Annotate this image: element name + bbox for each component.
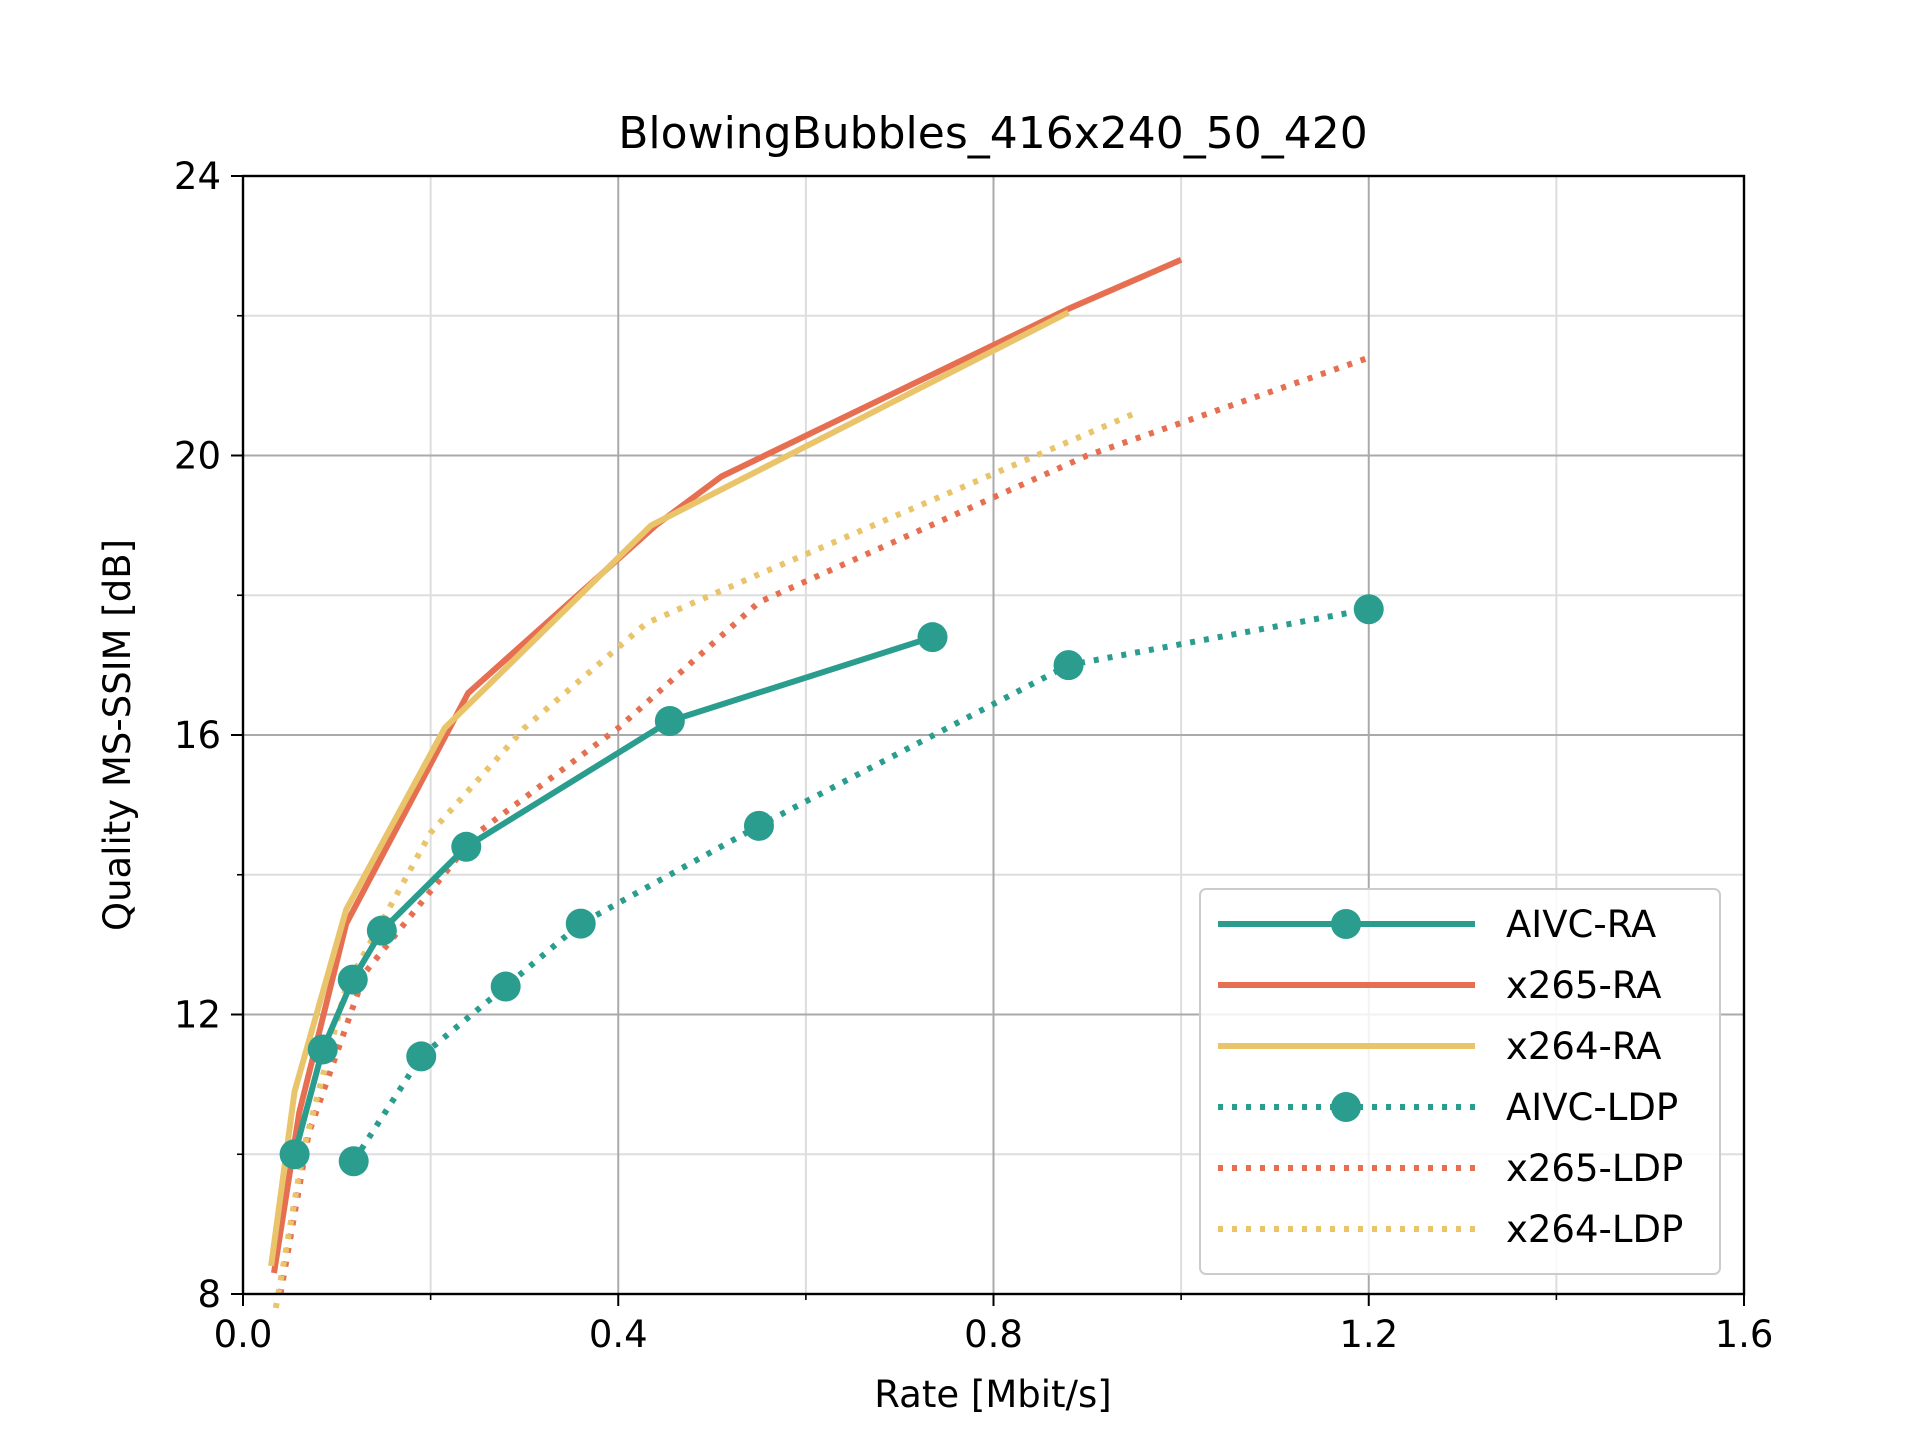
- legend-label-x265-ra: x265-RA: [1506, 964, 1661, 1007]
- data-point-aivc-ldp: [565, 908, 596, 939]
- legend-label-x264-ra: x264-RA: [1506, 1025, 1661, 1068]
- legend-label-x264-ldp: x264-LDP: [1506, 1208, 1683, 1251]
- y-tick-label: 24: [174, 155, 221, 198]
- data-point-aivc-ra: [451, 831, 482, 862]
- y-tick-label: 20: [174, 435, 221, 478]
- data-point-aivc-ldp: [1353, 594, 1384, 625]
- data-point-aivc-ldp: [406, 1041, 437, 1072]
- chart-title: BlowingBubbles_416x240_50_420: [618, 108, 1367, 159]
- data-point-aivc-ldp: [1053, 650, 1084, 681]
- x-tick-label: 1.6: [1715, 1313, 1774, 1356]
- legend-label-aivc-ra: AIVC-RA: [1506, 903, 1656, 946]
- data-point-aivc-ra: [917, 622, 948, 653]
- legend-label-aivc-ldp: AIVC-LDP: [1506, 1086, 1678, 1129]
- x-tick-label: 1.2: [1339, 1313, 1398, 1356]
- data-point-aivc-ra: [337, 964, 368, 995]
- data-point-aivc-ra: [654, 706, 685, 737]
- series-line-x265-ldp: [277, 354, 1370, 1295]
- data-point-aivc-ra: [279, 1139, 310, 1170]
- axis-layer: 0.0 0.4 0.8 1.2 1.6 8 12 16 20 24: [174, 155, 1774, 1356]
- legend-label-x265-ldp: x265-LDP: [1506, 1147, 1683, 1190]
- x-tick-label: 0.4: [589, 1313, 648, 1356]
- legend-marker-aivc-ldp: [1331, 1092, 1361, 1122]
- legend: AIVC-RA x265-RA x264-RA AIVC-LDP x265-LDP x26…: [1199, 888, 1721, 1275]
- x-tick-label: 0.8: [964, 1313, 1023, 1356]
- legend-marker-aivc-ra: [1331, 909, 1361, 939]
- data-point-aivc-ldp: [490, 971, 521, 1002]
- series-line-x264-ra: [268, 309, 1070, 1267]
- y-axis-label: Quality MS-SSIM [dB]: [96, 539, 139, 931]
- y-tick-label: 8: [197, 1273, 221, 1316]
- data-point-aivc-ldp: [743, 810, 774, 841]
- series-layer: [268, 257, 1384, 1309]
- y-tick-label: 16: [174, 714, 221, 757]
- x-tick-label: 0.0: [214, 1313, 273, 1356]
- y-tick-label: 12: [174, 994, 221, 1037]
- x-axis-label: Rate [Mbit/s]: [874, 1373, 1111, 1416]
- data-point-aivc-ra: [366, 915, 397, 946]
- data-point-aivc-ldp: [338, 1146, 369, 1177]
- series-line-x264-ldp: [272, 410, 1136, 1309]
- data-point-aivc-ra: [307, 1034, 338, 1065]
